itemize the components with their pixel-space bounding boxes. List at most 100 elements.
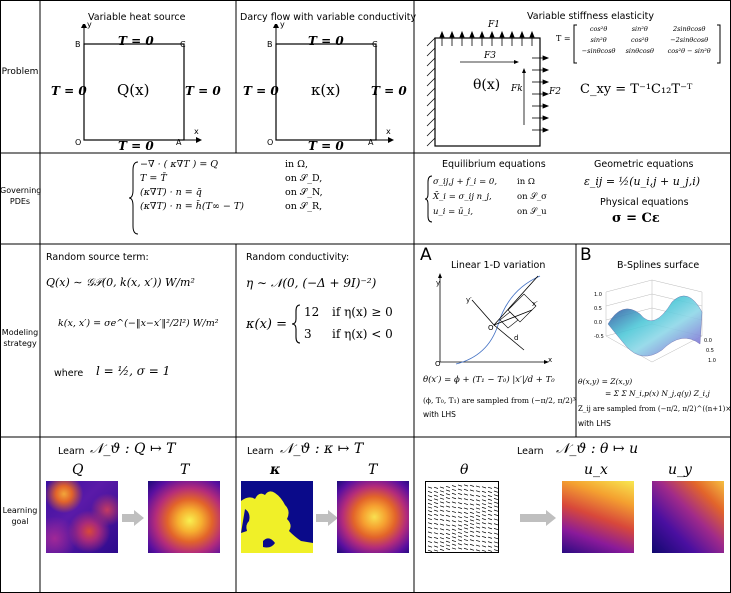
learn-3-map: 𝒩_ϑ : θ ↦ u (556, 441, 639, 457)
force-f3: F3 (484, 51, 496, 61)
orientation-hatch (427, 530, 499, 536)
equation-row: T = T̄ on 𝒮_D, (140, 172, 322, 186)
svg-text:O: O (435, 360, 441, 368)
equation-row: X̄_i = σ_ij n_j, on 𝒮_σ (433, 190, 547, 205)
heat-source-title: Variable heat source (88, 12, 186, 23)
row-label-pdes: Governing PDEs (0, 186, 42, 206)
physical-title: Physical equations (600, 197, 689, 208)
matrix-cell: cos²θ (631, 36, 649, 44)
learn-2-input: κ (270, 462, 281, 478)
heat-source-domain (81, 24, 202, 143)
matrix-row: cos²θ sin²θ 2sinθcosθ (578, 25, 718, 36)
axis-y: y (87, 20, 92, 29)
equation: −∇ · ( κ∇T ) = Q (140, 159, 219, 170)
darcy-bc-left: T = 0 (243, 84, 279, 98)
bspline-title: B-Splines surface (617, 260, 700, 271)
elasticity-domain (426, 30, 550, 147)
conductivity-case2: 3 (304, 327, 312, 341)
conductivity-brace (291, 304, 301, 344)
displacement-y-field (652, 481, 724, 553)
equation: (κ∇T) · n = q̄ (140, 187, 202, 198)
transform-label: T = (556, 34, 571, 43)
orientation-hatch (427, 526, 499, 531)
transform-matrix: cos²θ sin²θ 2sinθcosθ sin²θ cos²θ −2sinθcosθ −… (578, 25, 718, 58)
orientation-hatch (427, 539, 499, 544)
conductivity-case1: 12 (304, 305, 320, 319)
bspline-note: Z_ij are sampled from (−π/2, π/2)^((n+1)… (578, 405, 731, 413)
matrix-cell: cos²θ − sin²θ (667, 47, 711, 55)
equation-domain: on 𝒮_u (517, 207, 547, 217)
equation: X̄_i = σ_ij n_j, (433, 192, 492, 202)
equation: (κ∇T) · n = h̄(T∞ − T) (140, 201, 244, 212)
arrow-right-icon (316, 510, 338, 526)
matrix-cell: sinθcosθ (625, 47, 654, 55)
source-eq3: l = ½, σ = 1 (96, 364, 171, 378)
learn-3-output-x: u_x (584, 462, 608, 478)
bspline-tag: B (580, 245, 592, 265)
learn-1-label: Learn (58, 446, 85, 457)
axis-y: y (280, 20, 285, 29)
conductivity-title: Random conductivity: (246, 252, 350, 263)
learn-1-input: Q (72, 462, 84, 478)
geometric-equation: ε_ij = ½(u_i,j + u_j,i) (584, 175, 701, 188)
bspline-lhs: with LHS (578, 419, 611, 428)
corner-a: A (368, 138, 374, 147)
orientation-hatch (427, 501, 499, 506)
heat-source-input-field (46, 481, 118, 553)
matrix-row: sin²θ cos²θ −2sinθcosθ (578, 36, 718, 47)
equilibrium-system: σ_ij,j + f_i = 0, in Ω X̄_i = σ_ij n_j, on … (433, 175, 547, 220)
orientation-hatch (427, 492, 499, 498)
svg-text:x′: x′ (532, 300, 538, 308)
heat-bc-top: T = 0 (118, 34, 154, 48)
linear-title: Linear 1-D variation (451, 260, 546, 271)
matrix-row: −sinθcosθ sinθcosθ cos²θ − sin²θ (578, 47, 718, 58)
darcy-bc-right: T = 0 (371, 84, 407, 98)
geometric-title: Geometric equations (594, 159, 694, 170)
corner-c: C (372, 40, 378, 49)
corner-b: B (267, 40, 273, 49)
equation-domain: on 𝒮_N, (285, 187, 323, 198)
orientation-hatch (427, 488, 499, 494)
equation-domain: in Ω, (285, 159, 309, 170)
equation: σ_ij,j + f_i = 0, (433, 177, 498, 187)
pde-brace (128, 161, 139, 235)
equation-row: σ_ij,j + f_i = 0, in Ω (433, 175, 535, 190)
orientation-hatch (427, 509, 499, 515)
svg-text:0.0: 0.0 (594, 320, 602, 326)
orientation-hatch (427, 543, 499, 548)
svg-text:0.0: 0.0 (704, 338, 712, 344)
elasticity-title: Variable stiffness elasticity (527, 11, 654, 22)
learn-2-label: Learn (247, 446, 274, 457)
equation: T = T̄ (140, 173, 167, 184)
svg-text:y: y (436, 279, 440, 287)
equation-row: (κ∇T) · n = q̄ on 𝒮_N, (140, 186, 323, 200)
linear-tag: A (420, 245, 432, 265)
learn-2-map: 𝒩_ϑ : κ ↦ T (280, 441, 364, 457)
linear-variation-diagram: O y x O′ y′ x′ d (435, 273, 552, 368)
matrix-cell: sin²θ (631, 25, 648, 33)
learn-3-input: θ (460, 462, 469, 478)
learn-3-output-y: u_y (668, 462, 692, 478)
orientation-hatch (427, 547, 499, 552)
theta-field: θ(x) (473, 77, 501, 93)
orientation-hatch (427, 497, 499, 502)
matrix-cell: 2sinθcosθ (672, 25, 706, 33)
svg-text:1.0: 1.0 (708, 358, 716, 364)
arrow-right-icon (520, 510, 556, 526)
orientation-hatch (427, 505, 499, 510)
displacement-x-field (562, 481, 634, 553)
corner-b: B (75, 40, 81, 49)
orientation-hatch (427, 518, 499, 523)
corner-o: O (75, 138, 82, 147)
equation-domain: on 𝒮_D, (285, 173, 323, 184)
equation: u_i = ū_i, (433, 207, 474, 217)
matrix-brackets (573, 24, 721, 64)
row-label-learning: Learning goal (2, 506, 38, 526)
corner-a: A (176, 138, 182, 147)
linear-eq: θ(x′) = ϕ + (T₁ − T₀) |x′|/d + T₀ (423, 375, 555, 385)
equilibrium-title: Equilibrium equations (442, 159, 546, 170)
conductivity-if2: if η(x) < 0 (332, 327, 393, 341)
force-fk: Fk (511, 84, 523, 94)
darcy-bc-bottom: T = 0 (308, 139, 344, 153)
corner-o: O (267, 138, 274, 147)
